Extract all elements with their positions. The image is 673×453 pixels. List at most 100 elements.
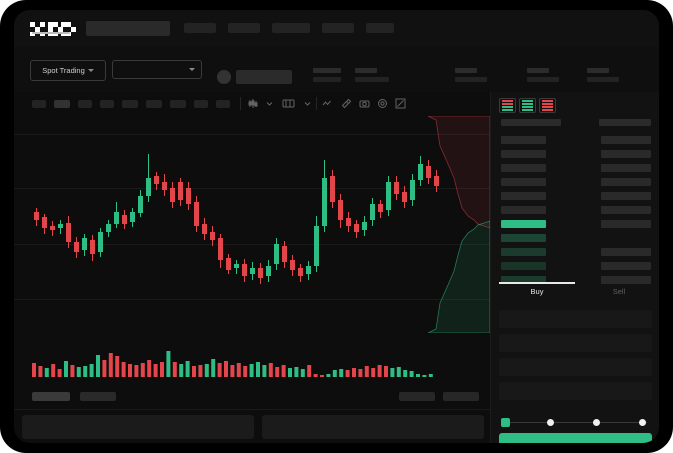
nav-item-4[interactable] [322, 23, 354, 33]
app-screen: Spot Trading [14, 10, 659, 443]
orderbook-row[interactable] [601, 192, 651, 200]
orderbook-row[interactable] [601, 220, 651, 228]
market-stat-5 [587, 68, 619, 82]
fullscreen-icon[interactable] [395, 98, 406, 109]
chevron-down-icon [87, 69, 94, 72]
coin-avatar [217, 70, 231, 84]
orders-action-2[interactable] [443, 392, 479, 401]
slider-step-2[interactable] [593, 418, 600, 426]
indicators-icon[interactable] [282, 98, 295, 109]
timeframe-1[interactable] [32, 100, 46, 108]
slider-step-1[interactable] [547, 418, 554, 426]
buy-tab-underline [499, 282, 575, 284]
drawing-tools-icon[interactable] [341, 98, 352, 109]
market-stat-1 [313, 68, 341, 82]
slider-step-3[interactable] [639, 418, 646, 426]
timeframe-4[interactable] [100, 100, 114, 108]
order-form-row[interactable] [499, 382, 652, 400]
chart-gridline [14, 188, 490, 189]
orderbook-row[interactable] [501, 262, 546, 270]
orderbook-row[interactable] [601, 136, 651, 144]
orderbook-header-right [599, 119, 651, 126]
trading-pair-select[interactable] [112, 60, 202, 79]
order-form-row[interactable] [499, 334, 652, 352]
search-input[interactable] [86, 21, 170, 36]
orderbook-row[interactable] [501, 178, 546, 186]
nav-item-1[interactable] [184, 23, 216, 33]
timeframe-7[interactable] [170, 100, 186, 108]
tab-buy[interactable]: Buy [530, 287, 544, 296]
orderbook-row-highlight[interactable] [501, 220, 546, 228]
toolbar-divider [240, 97, 241, 110]
candlestick-series [34, 154, 439, 284]
orderbook-row[interactable] [501, 248, 546, 256]
timeframe-5[interactable] [122, 100, 138, 108]
orderbook-row[interactable] [601, 206, 651, 214]
orderbook-row[interactable] [601, 248, 651, 256]
toolbar-divider [316, 97, 317, 110]
chevron-down-icon[interactable] [302, 98, 313, 109]
trading-mode-selector[interactable]: Spot Trading [30, 60, 106, 81]
orderbook-row[interactable] [601, 178, 651, 186]
chart-toolbar [14, 92, 490, 117]
chart-gridline [14, 299, 490, 300]
timeframe-8[interactable] [194, 100, 208, 108]
slider-handle[interactable] [501, 418, 510, 427]
pair-name-placeholder [236, 70, 292, 84]
depth-chart-overlay [428, 116, 490, 333]
slider-track [505, 421, 647, 423]
chevron-down-icon [189, 68, 195, 71]
trading-mode-label: Spot Trading [42, 66, 85, 75]
orderbook-row[interactable] [501, 164, 546, 172]
orderbook-header-left [501, 119, 561, 126]
nav-item-3[interactable] [272, 23, 310, 33]
orders-tab-2[interactable] [80, 392, 116, 401]
volume-series [32, 351, 433, 377]
orderbook-row[interactable] [601, 276, 651, 284]
orderbook-row[interactable] [501, 192, 546, 200]
orderbook-row[interactable] [501, 234, 546, 242]
orderbook-panel: Buy Sell [490, 92, 659, 443]
amount-slider[interactable] [501, 417, 651, 427]
okx-logo[interactable] [30, 22, 76, 36]
orders-tab-1[interactable] [32, 392, 70, 401]
market-stat-3 [455, 68, 487, 82]
settings-gear-icon[interactable] [377, 98, 388, 109]
order-form-row[interactable] [499, 358, 652, 376]
orderbook-buy-icon[interactable] [519, 98, 536, 113]
nav-item-5[interactable] [366, 23, 394, 33]
camera-icon[interactable] [359, 98, 370, 109]
volume-chart[interactable] [14, 333, 490, 385]
top-navigation-bar [14, 10, 659, 47]
orderbook-row[interactable] [501, 136, 546, 144]
line-chart-icon[interactable] [322, 98, 333, 109]
orderbook-row[interactable] [601, 262, 651, 270]
price-chart[interactable] [14, 116, 490, 333]
bottom-panel-right[interactable] [262, 415, 484, 439]
orderbook-row[interactable] [601, 164, 651, 172]
timeframe-2[interactable] [54, 100, 70, 108]
timeframe-3[interactable] [78, 100, 92, 108]
orderbook-row[interactable] [501, 276, 546, 284]
orderbook-row[interactable] [601, 150, 651, 158]
orderbook-both-icon[interactable] [499, 98, 516, 113]
bottom-panel-left[interactable] [22, 415, 254, 439]
tab-sell[interactable]: Sell [612, 287, 626, 296]
orders-action-1[interactable] [399, 392, 435, 401]
nav-item-2[interactable] [228, 23, 260, 33]
chart-gridline [14, 244, 490, 245]
chevron-down-icon[interactable] [264, 98, 275, 109]
bottom-panels [14, 410, 490, 443]
timeframe-6[interactable] [146, 100, 162, 108]
orderbook-row[interactable] [501, 206, 546, 214]
market-stat-2 [355, 68, 389, 82]
orders-tab-bar [14, 385, 490, 410]
submit-order-button[interactable] [499, 433, 652, 443]
orderbook-row[interactable] [501, 150, 546, 158]
market-stat-4 [527, 68, 559, 82]
orderbook-sell-icon[interactable] [539, 98, 556, 113]
order-form-row[interactable] [499, 310, 652, 328]
candlestick-chart-icon[interactable] [248, 98, 259, 109]
timeframe-9[interactable] [216, 100, 230, 108]
